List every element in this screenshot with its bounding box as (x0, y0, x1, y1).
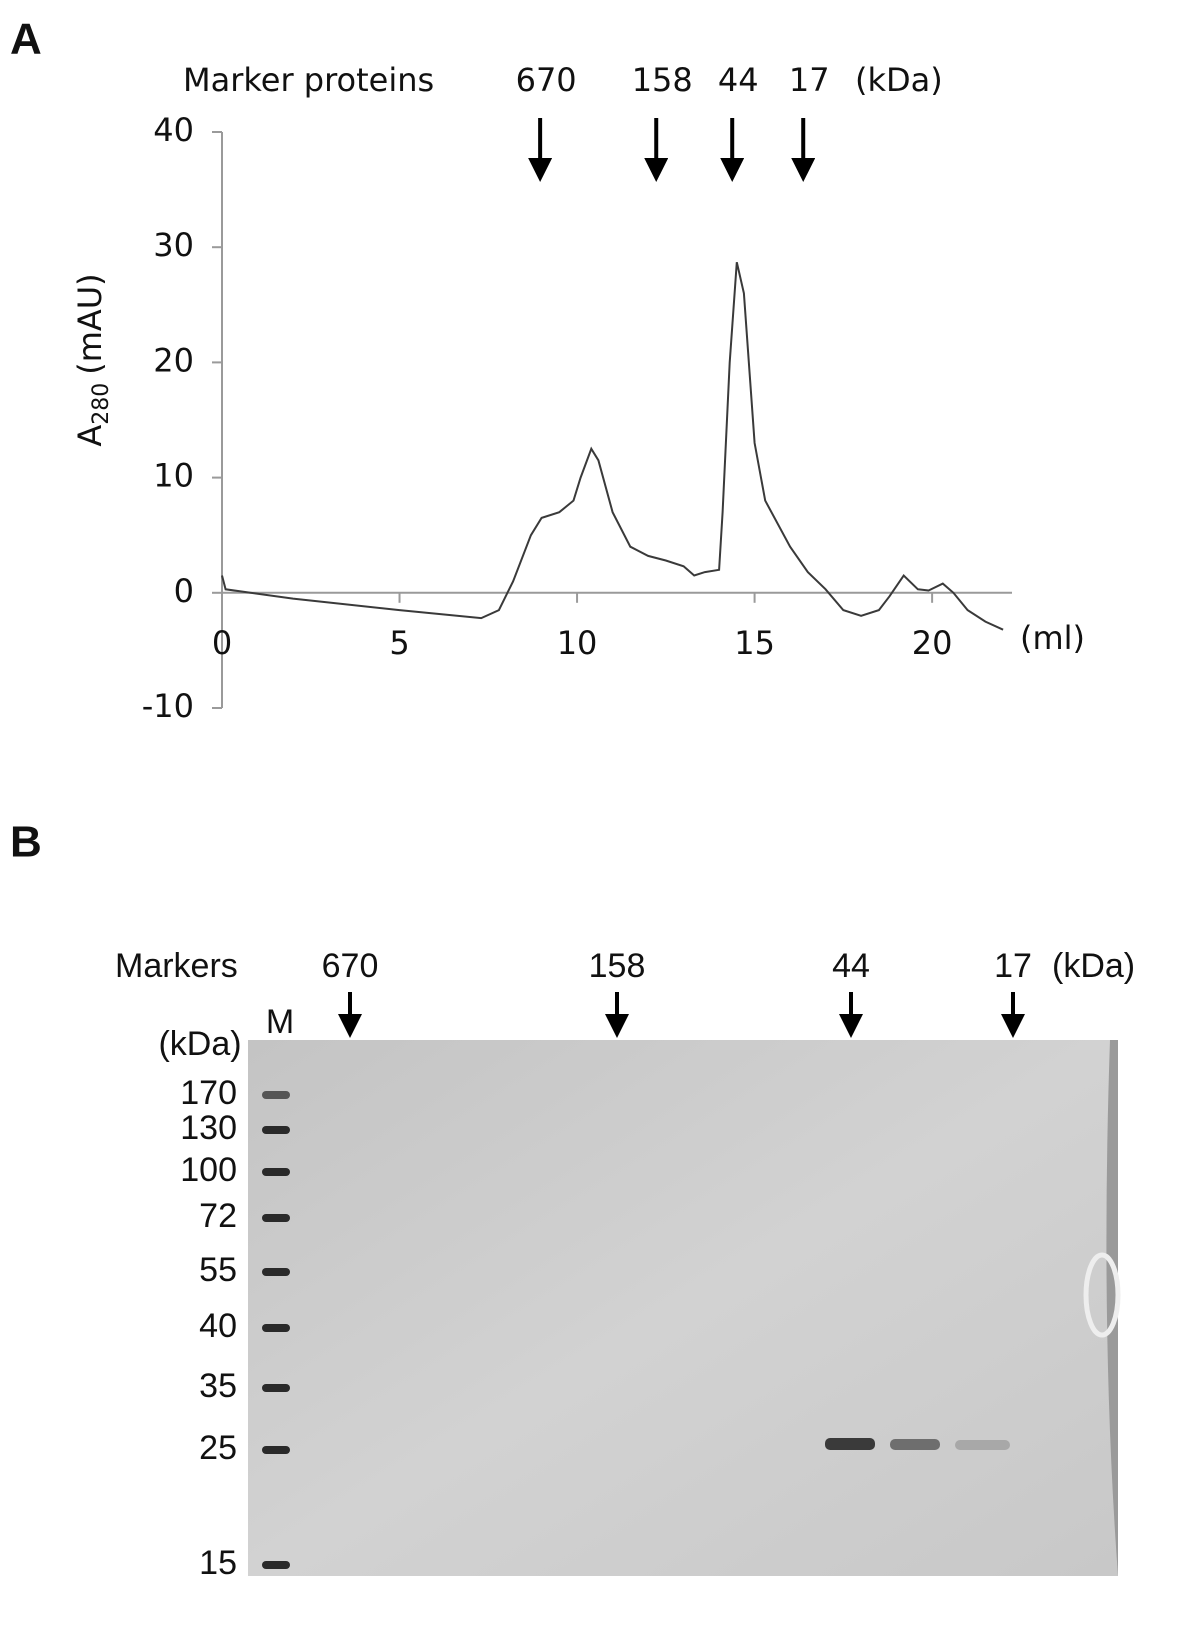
y-tick-label: 30 (153, 226, 194, 264)
ladder-label: 35 (199, 1367, 237, 1405)
ladder-band (262, 1168, 290, 1176)
x-tick-label: 0 (212, 624, 232, 662)
lane-marker-label: 17 (994, 947, 1032, 985)
markers-label: Marker proteins (183, 61, 434, 99)
x-tick-label: 20 (912, 624, 953, 662)
gel-edge (1106, 1040, 1118, 1576)
y-label-unit: (mAU) (71, 273, 109, 374)
marker-label: 17 (789, 61, 830, 99)
panel-label: A (10, 15, 42, 64)
x-tick-label: 15 (734, 624, 775, 662)
x-tick-label: 5 (389, 624, 409, 662)
lane-marker-label: 44 (832, 947, 870, 985)
sample-band (825, 1438, 875, 1450)
y-label-main: A (71, 425, 109, 447)
marker-label: 158 (632, 61, 693, 99)
ladder-label: 170 (180, 1074, 237, 1112)
gel (248, 1040, 1118, 1576)
ladder-band (262, 1324, 290, 1332)
gel-artifact (1083, 1252, 1121, 1338)
ladder-label: 55 (199, 1251, 237, 1289)
y-tick-label: 40 (153, 111, 194, 149)
y-tick-label: 10 (153, 457, 194, 495)
y-tick-label: 20 (153, 341, 194, 379)
ladder-label: 40 (199, 1307, 237, 1345)
markers-unit: (kDa) (1052, 947, 1135, 985)
sample-band (890, 1439, 940, 1450)
markers-unit: (kDa) (855, 61, 943, 99)
ladder-label: 130 (180, 1109, 237, 1147)
ladder-band (262, 1384, 290, 1392)
marker-label: 44 (718, 61, 759, 99)
y-axis-label: A280 (mAU) (71, 273, 114, 446)
ladder-band (262, 1268, 290, 1276)
lane-marker-label: 158 (589, 947, 646, 985)
marker-label: 670 (516, 61, 577, 99)
ladder-label: 72 (199, 1197, 237, 1235)
markers-label: Markers (115, 947, 238, 985)
ladder-band (262, 1214, 290, 1222)
panel-label: B (10, 818, 42, 867)
ladder-label: 25 (199, 1429, 237, 1467)
ladder-band (262, 1561, 290, 1569)
ladder-band (262, 1446, 290, 1454)
ladder-label: 15 (199, 1544, 237, 1582)
ladder-unit: (kDa) (158, 1025, 241, 1063)
trace (221, 261, 1004, 631)
ladder-label: 100 (180, 1151, 237, 1189)
lane-marker-label: 670 (322, 947, 379, 985)
y-tick-label: 0 (174, 572, 194, 610)
x-axis-label: (ml) (1020, 619, 1085, 657)
x-tick-label: 10 (557, 624, 598, 662)
ladder-band (262, 1091, 290, 1099)
ladder-band (262, 1126, 290, 1134)
sample-band (955, 1440, 1010, 1450)
ladder-lane-label: M (266, 1003, 294, 1041)
y-label-sub: 280 (89, 383, 114, 425)
y-tick-label: -10 (142, 687, 194, 725)
